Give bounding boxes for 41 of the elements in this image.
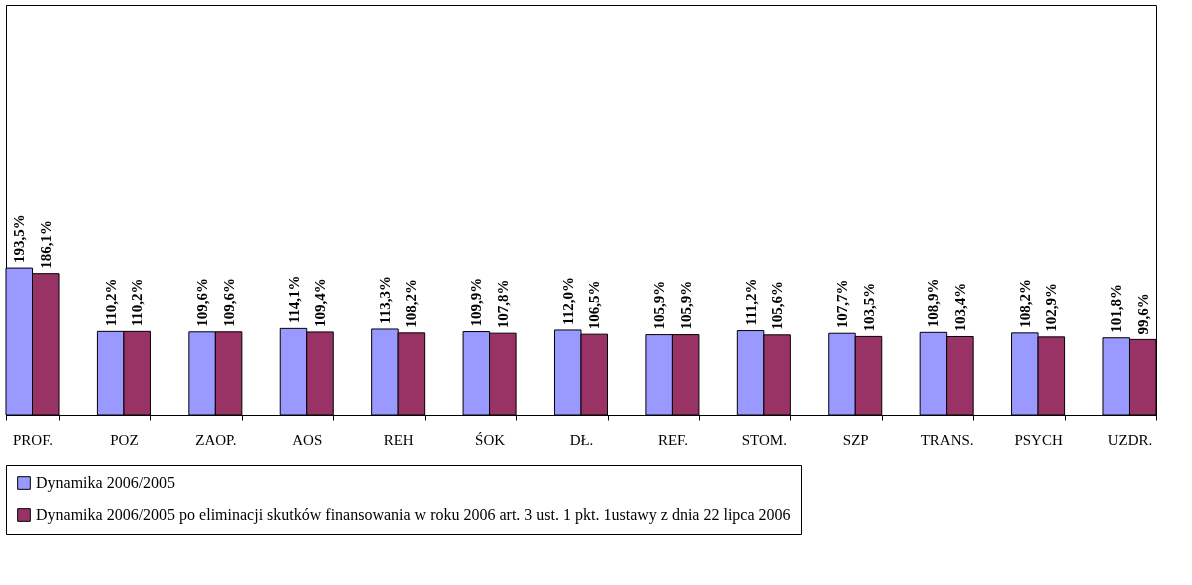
x-tick-label: AOS <box>292 431 323 448</box>
data-label: 110,2% <box>102 278 119 327</box>
data-label: 112,0% <box>559 277 576 325</box>
data-label: 105,6% <box>769 281 786 330</box>
data-label: 111,2% <box>742 278 759 326</box>
data-label: 105,9% <box>651 280 668 330</box>
data-label: 108,9% <box>925 278 942 328</box>
data-label: 108,2% <box>403 279 420 328</box>
data-label: 109,6% <box>220 278 237 327</box>
data-label: 102,9% <box>1043 283 1060 332</box>
data-label: 103,4% <box>951 282 968 332</box>
data-label: 99,6% <box>1134 293 1151 335</box>
data-label: 109,4% <box>312 278 329 327</box>
data-label: 113,3% <box>376 276 393 324</box>
data-label: 107,7% <box>833 279 850 329</box>
data-label: 186,1% <box>37 219 54 269</box>
x-tick-label: DŁ. <box>569 431 594 448</box>
data-label: 109,6% <box>194 278 211 327</box>
x-tick-label: TRANS. <box>920 431 974 448</box>
data-label: 193,5% <box>11 214 28 264</box>
legend-label: Dynamika 2006/2005 <box>36 474 176 492</box>
x-tick-label: PSYCH <box>1014 431 1063 448</box>
x-tick-label: PROF. <box>12 431 54 448</box>
x-tick-label: STOM. <box>741 431 787 448</box>
legend-label: Dynamika 2006/2005 po eliminacji skutków finansowania w roku 2006 art. 3 ust. 1 pkt. 1ustawy z dnia 22 lipca 2006 <box>36 506 791 524</box>
data-label: 106,5% <box>586 280 603 330</box>
data-label: 109,9% <box>468 277 485 327</box>
data-label: 108,2% <box>1016 279 1033 328</box>
data-label: 103,5% <box>860 282 877 332</box>
data-label: 114,1% <box>285 275 302 324</box>
data-label: 105,9% <box>677 280 694 330</box>
data-label: 101,8% <box>1108 283 1125 333</box>
x-tick-label: SZP <box>842 431 869 448</box>
x-tick-label: UZDR. <box>1107 431 1153 448</box>
x-tick-label: ŚOK <box>475 431 506 448</box>
x-tick-label: POZ <box>110 431 139 448</box>
data-label: 107,8% <box>494 279 511 329</box>
x-tick-label: REH <box>383 431 414 448</box>
data-label: 110,2% <box>129 278 146 327</box>
x-tick-label: REF. <box>657 431 688 448</box>
x-tick-label: ZAOP. <box>195 431 237 448</box>
